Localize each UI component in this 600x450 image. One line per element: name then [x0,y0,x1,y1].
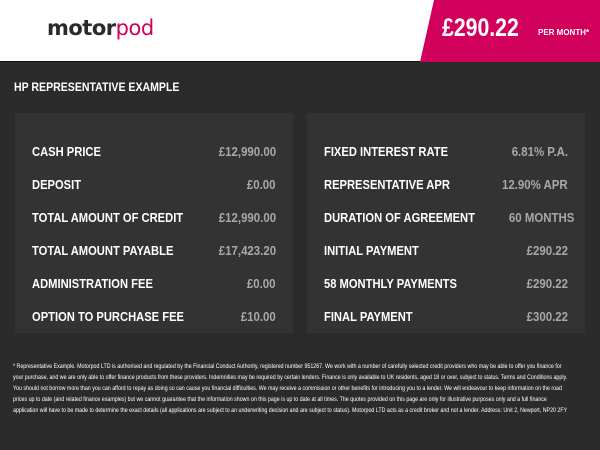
per-month-label: PER MONTH* [538,28,590,37]
monthly-price: £290.22 [442,14,519,42]
finance-row: ADMINISTRATION FEE £0.00 [32,276,276,291]
finance-row: FIXED INTEREST RATE 6.81% P.A. [324,144,568,159]
right-finance-panel: FIXED INTEREST RATE 6.81% P.A. REPRESENTA… [307,113,585,333]
section-title: HP REPRESENTATIVE EXAMPLE [14,80,180,94]
finance-row: OPTION TO PURCHASE FEE £10.00 [32,309,276,324]
header: motorpod £290.22 PER MONTH* [0,0,600,62]
finance-row: FINAL PAYMENT £300.22 [324,309,568,324]
motorpod-logo[interactable]: motorpod [47,16,154,40]
finance-row: TOTAL AMOUNT OF CREDIT £12,990.00 [32,210,276,225]
finance-row: CASH PRICE £12,990.00 [32,144,276,159]
finance-row: DURATION OF AGREEMENT 60 MONTHS [324,210,574,225]
finance-row: DEPOSIT £0.00 [32,177,276,192]
monthly-price-banner: £290.22 PER MONTH* [420,0,600,62]
disclaimer-text: * Representative Example. Motorpod LTD i… [13,363,568,414]
finance-row: INITIAL PAYMENT £290.22 [324,243,568,258]
finance-row: TOTAL AMOUNT PAYABLE £17,423.20 [32,243,276,258]
left-finance-panel: CASH PRICE £12,990.00 DEPOSIT £0.00 TOTAL … [15,113,293,333]
finance-row: REPRESENTATIVE APR 12.90% APR [324,177,568,192]
finance-row: 58 MONTHLY PAYMENTS £290.22 [324,276,568,291]
